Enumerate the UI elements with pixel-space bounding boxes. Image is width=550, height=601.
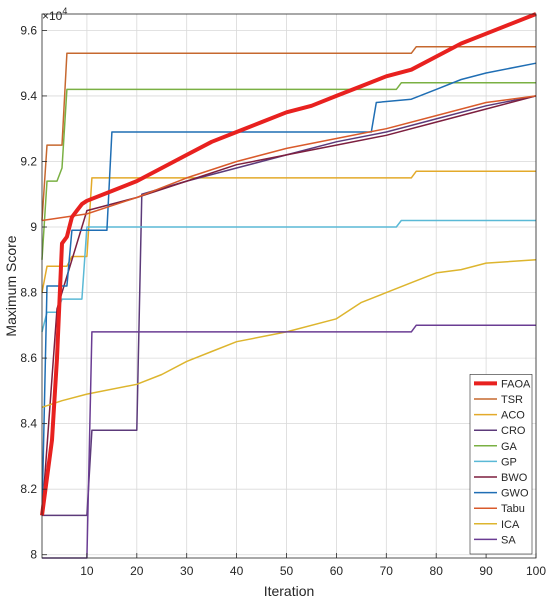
x-tick-label: 100 (526, 564, 546, 578)
y-tick-label: 8.2 (20, 482, 37, 496)
series-line-cro (42, 95, 537, 517)
legend-label: SA (501, 534, 516, 546)
x-tick-label: 30 (180, 564, 194, 578)
x-tick-label: 10 (80, 564, 94, 578)
y-tick-label: 8.4 (20, 417, 37, 431)
series-lines (40, 12, 537, 559)
legend-label: ICA (501, 519, 520, 531)
x-tick-label: 80 (430, 564, 444, 578)
legend-label: GA (501, 441, 518, 453)
series-line-gp (41, 219, 536, 333)
series-line-tsr (41, 46, 536, 221)
x-tick-label: 90 (479, 564, 493, 578)
x-tick-label: 40 (230, 564, 244, 578)
legend-label: ACO (501, 410, 525, 422)
legend-label: TSR (501, 394, 523, 406)
series-line-tabu (41, 95, 537, 222)
series-line-ga (41, 82, 536, 260)
y-tick-label: 9 (30, 220, 37, 234)
x-tick-label: 60 (330, 564, 344, 578)
legend-label: CRO (501, 425, 526, 437)
series-line-aco (41, 170, 536, 293)
plot-frame (41, 13, 537, 559)
x-ticks: 10 20 30 40 50 60 70 80 90 100 (80, 553, 546, 578)
x-axis-label: Iteration (264, 583, 315, 599)
y-exponent-label: ×104 (42, 6, 67, 23)
x-tick-label: 70 (380, 564, 394, 578)
y-ticks: 8 8.2 8.4 8.6 8.8 9 9.2 9.4 9.6 (20, 23, 47, 562)
y-axis-label: Maximum Score (3, 235, 19, 336)
legend-label: FAOA (501, 378, 531, 390)
legend-label: BWO (501, 472, 528, 484)
legend: FAOA TSR ACO CRO GA GP BWO GWO Tabu ICA SA (469, 374, 533, 555)
x-tick-label: 20 (130, 564, 144, 578)
x-tick-label: 50 (280, 564, 294, 578)
y-tick-label: 9.6 (20, 23, 37, 37)
y-tick-label: 9.4 (20, 89, 37, 103)
legend-label: Tabu (501, 503, 525, 515)
y-tick-label: 8.6 (20, 351, 37, 365)
series-line-faoa (40, 12, 537, 516)
legend-label: GP (501, 456, 517, 468)
plot-area (42, 14, 536, 558)
legend-label: GWO (501, 488, 529, 500)
series-line-bwo (41, 95, 537, 516)
y-tick-label: 9.2 (20, 154, 37, 168)
y-tick-label: 8 (30, 548, 37, 562)
y-tick-label: 8.8 (20, 286, 37, 300)
